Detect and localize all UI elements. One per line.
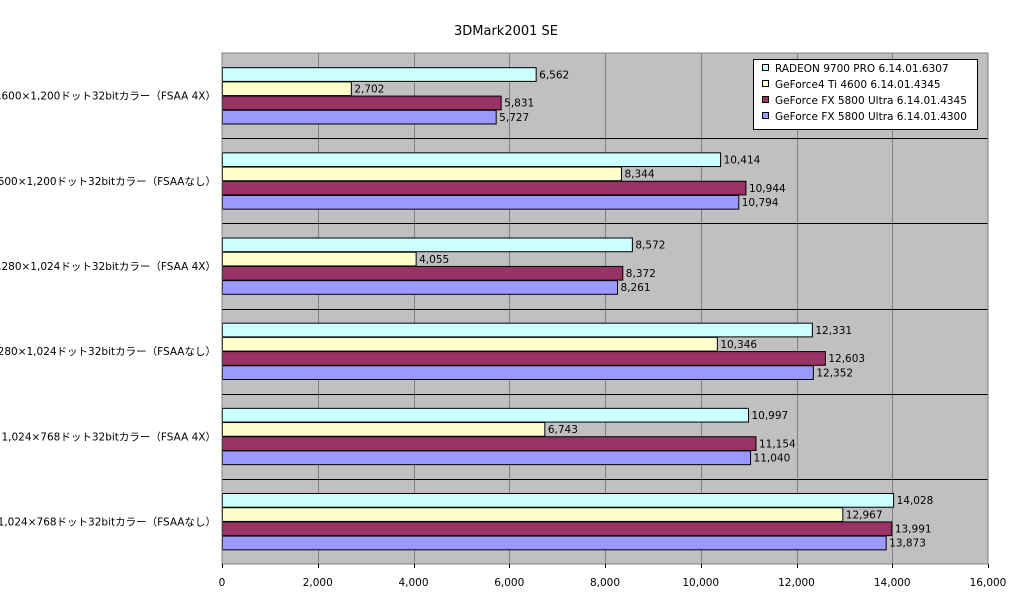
category-label: 1,024×768ドット32bitカラー（FSAA 4X）: [1, 431, 216, 443]
category-label: 1,280×1,024ドット32bitカラー（FSAA 4X）: [0, 261, 216, 273]
data-label: 13,873: [889, 538, 926, 550]
legend: RADEON 9700 PRO 6.14.01.6307 GeForce4 Ti …: [753, 59, 978, 130]
bar: [222, 422, 546, 437]
bar: [222, 436, 757, 451]
data-label: 11,154: [759, 438, 796, 450]
bar: [222, 493, 895, 508]
x-tick-label: 16,000: [970, 577, 1007, 589]
data-label: 8,372: [626, 268, 656, 280]
legend-swatch: [762, 112, 769, 119]
bar: [222, 109, 497, 125]
x-tick-label: 2,000: [303, 577, 333, 589]
legend-entry: GeForce FX 5800 Ultra 6.14.01.4345: [775, 95, 967, 107]
data-labels: 6,562 10,414 8,572 12,331 10,997 14,028 2,702 8…: [354, 69, 933, 549]
data-label: 5,727: [499, 112, 529, 124]
data-label: 12,331: [815, 325, 852, 337]
data-label: 12,352: [816, 367, 853, 379]
bar: [222, 535, 887, 551]
data-label: 4,055: [419, 254, 449, 266]
legend-swatch: [762, 96, 769, 103]
bar: [222, 180, 747, 196]
data-label: 8,572: [635, 240, 665, 252]
x-tick-label: 4,000: [398, 577, 428, 589]
data-label: 12,967: [846, 509, 883, 521]
legend-swatch: [762, 64, 769, 71]
bar: [222, 67, 537, 82]
data-label: 5,831: [504, 98, 534, 110]
data-label: 10,414: [724, 154, 761, 166]
x-tick-label: 0: [219, 577, 226, 589]
bar: [222, 336, 718, 352]
x-tick-label: 12,000: [778, 577, 815, 589]
bar: [222, 365, 814, 380]
legend-swatch: [762, 80, 769, 87]
data-label: 13,991: [895, 524, 932, 536]
data-label: 2,702: [354, 83, 384, 95]
bar: [222, 251, 417, 267]
data-label: 10,997: [751, 410, 788, 422]
category-label: 1,280×1,024ドット32bitカラー（FSAAなし）: [0, 346, 216, 358]
bar: [222, 237, 633, 253]
legend-box: [753, 59, 978, 130]
bar: [222, 95, 502, 111]
bar: [222, 81, 352, 97]
bar: [222, 351, 826, 366]
category-label: 1,600×1,200ドット32bitカラー（FSAAなし）: [0, 176, 216, 188]
category-label: 1,024×768ドット32bitカラー（FSAAなし）: [0, 516, 216, 528]
bar: [222, 521, 893, 537]
data-label: 6,562: [539, 69, 569, 81]
legend-entry: RADEON 9700 PRO 6.14.01.6307: [775, 63, 949, 75]
bar: [222, 322, 813, 338]
bar: [222, 280, 618, 295]
data-label: 8,261: [620, 282, 650, 294]
category-separators: [222, 138, 988, 480]
x-tick-label: 10,000: [682, 577, 719, 589]
data-label: 6,743: [548, 424, 578, 436]
bar: [222, 450, 752, 466]
chart-title: 3DMark2001 SE: [454, 24, 558, 39]
x-tick-label: 6,000: [494, 577, 524, 589]
category-label: 1,600×1,200ドット32bitカラー（FSAA 4X）: [0, 91, 216, 103]
data-label: 11,040: [754, 453, 791, 465]
data-label: 10,794: [742, 197, 779, 209]
bar: [222, 194, 740, 210]
x-tick-label: 14,000: [874, 577, 911, 589]
data-label: 12,603: [828, 353, 865, 365]
bar: [222, 152, 722, 168]
data-label: 8,344: [624, 169, 654, 181]
data-label: 10,346: [720, 339, 757, 351]
x-tick-label: 8,000: [590, 577, 620, 589]
bar: [222, 166, 622, 182]
legend-entry: GeForce FX 5800 Ultra 6.14.01.4300: [775, 111, 967, 123]
bar: [222, 265, 624, 281]
data-label: 10,944: [749, 183, 786, 195]
legend-entry: GeForce4 Ti 4600 6.14.01.4345: [775, 79, 941, 91]
axes: 1,600×1,200ドット32bitカラー（FSAA 4X） 1,600×1,2…: [0, 91, 1006, 589]
data-label: 14,028: [897, 495, 934, 507]
bar: [222, 407, 749, 423]
bar: [222, 507, 844, 522]
